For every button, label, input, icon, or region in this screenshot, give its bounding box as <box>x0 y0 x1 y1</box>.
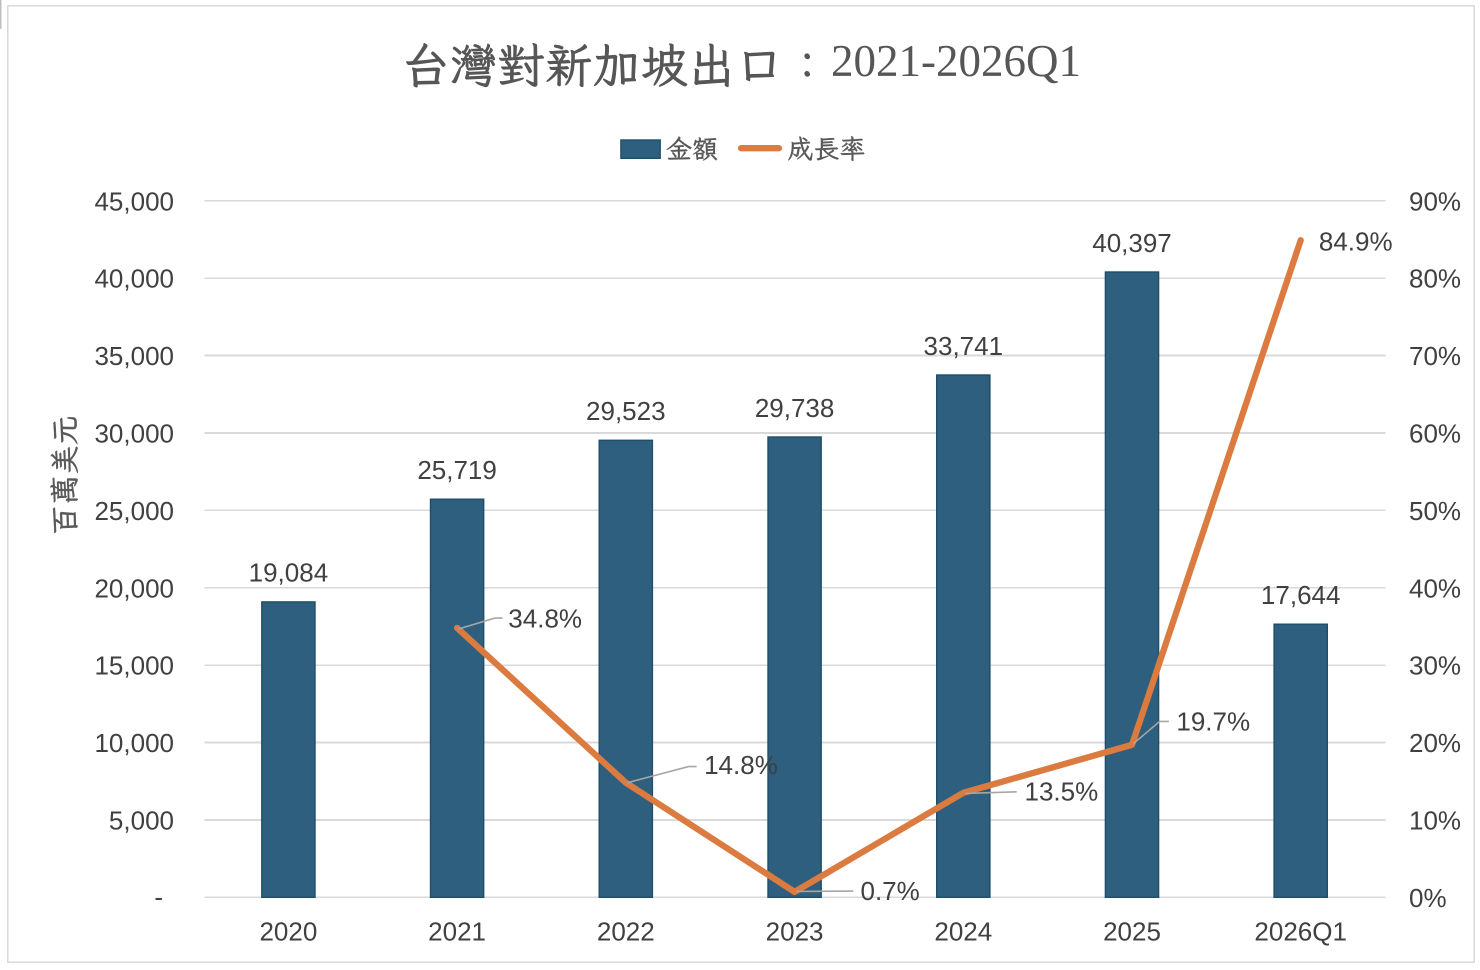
svg-text:13.5%: 13.5% <box>1025 776 1099 806</box>
svg-text:2024: 2024 <box>934 917 992 947</box>
svg-text:2022: 2022 <box>597 917 655 947</box>
svg-text:20,000: 20,000 <box>94 573 174 603</box>
svg-text:0.7%: 0.7% <box>861 876 920 906</box>
svg-text:40,000: 40,000 <box>94 264 174 294</box>
svg-text:17,644: 17,644 <box>1261 580 1341 610</box>
svg-text:25,000: 25,000 <box>94 496 174 526</box>
svg-text:30%: 30% <box>1409 651 1461 681</box>
svg-text:29,523: 29,523 <box>586 396 666 426</box>
svg-text:25,719: 25,719 <box>417 455 497 485</box>
svg-text:40%: 40% <box>1409 573 1461 603</box>
svg-text:30,000: 30,000 <box>94 419 174 449</box>
svg-text:19,084: 19,084 <box>249 558 329 588</box>
svg-text:60%: 60% <box>1409 419 1461 449</box>
svg-text:2021-2026Q1: 2021-2026Q1 <box>831 36 1081 86</box>
svg-text:84.9%: 84.9% <box>1319 227 1393 257</box>
svg-text:50%: 50% <box>1409 496 1461 526</box>
svg-text:33,741: 33,741 <box>924 331 1004 361</box>
svg-text:-: - <box>154 882 163 912</box>
svg-text:45,000: 45,000 <box>94 186 174 216</box>
svg-text:80%: 80% <box>1409 264 1461 294</box>
svg-text:2023: 2023 <box>766 917 824 947</box>
svg-text:2020: 2020 <box>259 917 317 947</box>
svg-text:70%: 70% <box>1409 341 1461 371</box>
svg-text:2021: 2021 <box>428 917 486 947</box>
svg-text:14.8%: 14.8% <box>704 750 778 780</box>
svg-text:15,000: 15,000 <box>94 651 174 681</box>
svg-text:2026Q1: 2026Q1 <box>1254 917 1347 947</box>
svg-text:10%: 10% <box>1409 806 1461 836</box>
svg-text:20%: 20% <box>1409 728 1461 758</box>
svg-text:0%: 0% <box>1409 883 1447 913</box>
svg-text:19.7%: 19.7% <box>1176 707 1250 737</box>
svg-text:5,000: 5,000 <box>109 806 174 836</box>
svg-text:40,397: 40,397 <box>1092 228 1172 258</box>
svg-text:29,738: 29,738 <box>755 393 835 423</box>
svg-text:35,000: 35,000 <box>94 341 174 371</box>
svg-text:2025: 2025 <box>1103 917 1161 947</box>
svg-text:90%: 90% <box>1409 186 1461 216</box>
svg-text:10,000: 10,000 <box>94 728 174 758</box>
svg-text:34.8%: 34.8% <box>508 604 582 634</box>
